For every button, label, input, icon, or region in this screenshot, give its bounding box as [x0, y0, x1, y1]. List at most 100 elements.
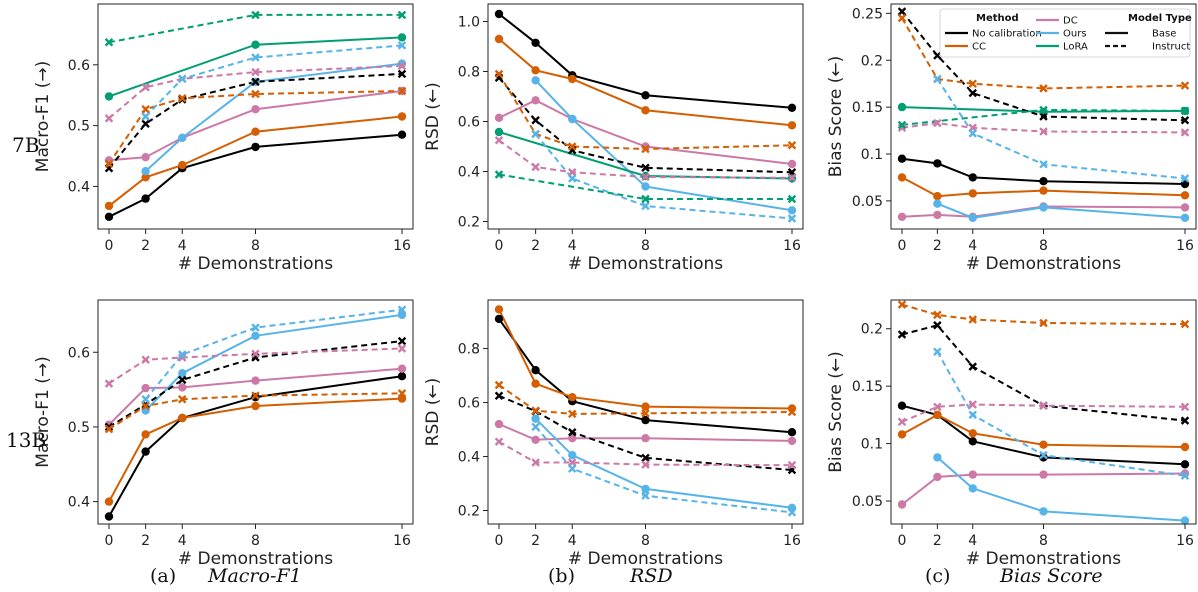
data-point-cc-base: [1039, 186, 1048, 195]
x-axis-label: # Demonstrations: [178, 254, 333, 274]
x-axis-label: # Demonstrations: [966, 254, 1121, 274]
data-point-dc-instruct: [1039, 401, 1048, 410]
x-tick-label: 16: [393, 533, 411, 549]
data-point-ours-instruct: [641, 201, 650, 211]
x-tick-label: 2: [531, 238, 540, 254]
data-point-no-calibration-base: [104, 512, 114, 521]
data-point-no-calibration-base: [968, 437, 977, 446]
x-tick-label: 8: [641, 533, 650, 549]
data-point-no-calibration-base: [1039, 177, 1048, 186]
data-point-cc-instruct: [251, 391, 260, 400]
data-point-no-calibration-base: [1039, 453, 1048, 462]
y-axis-label: Bias Score (←): [826, 56, 846, 178]
data-point-cc-instruct: [1039, 318, 1048, 328]
x-tick-label: 2: [933, 238, 942, 254]
data-point-cc-instruct: [104, 424, 114, 434]
data-point-ours-instruct: [787, 508, 797, 517]
data-point-dc-instruct: [1180, 128, 1190, 137]
data-point-dc-base: [641, 142, 650, 151]
data-point-cc-instruct: [968, 79, 977, 88]
x-tick-label: 16: [1176, 533, 1194, 549]
data-point-ours-base: [641, 182, 650, 191]
data-point-cc-base: [178, 160, 187, 170]
x-tick-label: 0: [898, 238, 907, 254]
data-point-no-calibration-instruct: [641, 163, 650, 172]
x-tick-label: 16: [393, 238, 411, 254]
data-point-ours-instruct: [141, 395, 150, 404]
caption-name: Bias Score: [999, 565, 1103, 587]
data-point-cc-base: [251, 127, 260, 136]
data-point-cc-instruct: [968, 315, 977, 324]
y-axis-label: Macro-F1 (→): [33, 356, 53, 467]
data-point-cc-instruct: [178, 94, 187, 103]
data-point-no-calibration-base: [397, 372, 407, 381]
data-point-ours-base: [1180, 213, 1190, 222]
data-point-dc-instruct: [641, 172, 650, 182]
data-point-dc-instruct: [787, 460, 797, 470]
x-tick-label: 0: [105, 533, 114, 549]
series-line-ours-base: [936, 456, 1186, 522]
data-point-dc-instruct: [397, 61, 407, 71]
y-tick-label: 0.05: [852, 494, 883, 510]
data-point-ours-base: [568, 114, 577, 124]
data-point-ours-base: [968, 484, 977, 493]
x-tick-label: 4: [968, 238, 977, 254]
x-tick-label: 0: [898, 533, 907, 549]
data-point-dc-instruct: [933, 118, 942, 128]
data-point-cc-base: [494, 34, 504, 44]
data-point-dc-base: [141, 383, 150, 393]
y-tick-label: 0.2: [861, 322, 883, 338]
x-axis-label: # Demonstrations: [966, 549, 1121, 569]
data-point-no-calibration-instruct: [1180, 416, 1190, 425]
data-point-dc-base: [1180, 203, 1190, 212]
data-point-dc-instruct: [141, 355, 150, 364]
series-line-dc-instruct: [498, 440, 793, 467]
data-point-cc-base: [568, 74, 577, 84]
y-tick-label: 0.2: [458, 504, 480, 520]
data-point-no-calibration-base: [897, 154, 907, 163]
series-line-ours-instruct: [936, 78, 1186, 180]
caption-a: (a) Macro-F1: [150, 565, 302, 587]
data-point-no-calibration-instruct: [1039, 112, 1048, 121]
data-point-lora-instruct: [1039, 105, 1048, 115]
y-tick-label: 0.4: [458, 450, 480, 466]
y-tick-label: 0.25: [852, 6, 883, 22]
data-point-ours-base: [397, 59, 407, 68]
y-tick-label: 0.1: [861, 147, 883, 163]
legend: Method Model Type No calibration CC DC O…: [939, 8, 1192, 58]
data-point-cc-base: [178, 413, 187, 423]
data-point-no-calibration-instruct: [933, 321, 942, 330]
legend-label-lora: LoRA: [1063, 42, 1088, 53]
data-point-cc-instruct: [397, 86, 407, 96]
data-point-dc-instruct: [1039, 127, 1048, 136]
data-point-no-calibration-instruct: [397, 336, 407, 346]
y-axis-label: RSD (←): [423, 378, 443, 447]
data-point-ours-instruct: [251, 53, 260, 62]
series-line-ours-base: [937, 202, 1186, 219]
series-line-cc-base: [108, 397, 403, 503]
data-point-no-calibration-instruct: [141, 119, 150, 129]
data-point-dc-base: [178, 383, 187, 392]
data-point-lora-base: [104, 92, 114, 101]
series-line-ours-base: [534, 417, 793, 509]
data-point-no-calibration-instruct: [397, 69, 407, 79]
data-point-dc-base: [494, 113, 504, 123]
data-point-lora-instruct: [104, 38, 114, 47]
data-point-cc-base: [897, 430, 907, 439]
data-point-dc-instruct: [568, 168, 577, 177]
data-point-ours-base: [141, 167, 150, 176]
data-point-ours-instruct: [933, 74, 942, 84]
data-point-ours-base: [251, 331, 260, 340]
x-tick-label: 16: [1176, 238, 1194, 254]
data-point-lora-instruct: [494, 170, 504, 179]
legend-label-dc: DC: [1063, 16, 1078, 27]
data-point-no-calibration-instruct: [531, 116, 540, 125]
y-tick-label: 0.15: [852, 100, 883, 116]
data-point-cc-base: [141, 173, 150, 182]
y-tick-label: 0.4: [68, 495, 90, 511]
data-point-ours-base: [178, 133, 187, 142]
caption-name: RSD: [629, 565, 673, 587]
data-point-cc-base: [251, 401, 260, 411]
data-point-ours-base: [1180, 516, 1190, 525]
y-tick-label: 0.6: [458, 115, 480, 131]
